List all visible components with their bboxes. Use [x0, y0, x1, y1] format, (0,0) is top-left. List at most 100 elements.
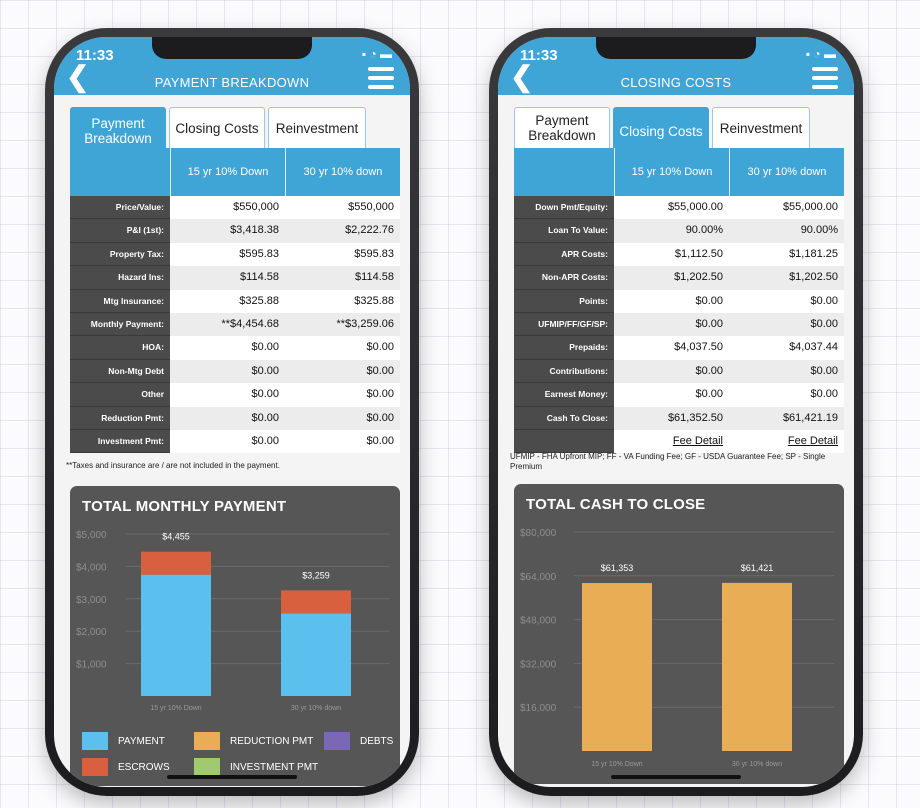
row-label: Non-APR Costs:: [514, 266, 614, 290]
row-label: Contributions:: [514, 359, 614, 384]
back-chevron-icon[interactable]: ❮: [510, 61, 534, 92]
notch: [596, 37, 756, 59]
hamburger-menu-icon[interactable]: [812, 67, 838, 89]
row-value: $55,000.00: [729, 196, 844, 220]
tab-payment-breakdown[interactable]: Payment Breakdown: [70, 107, 166, 155]
row-value: $0.00: [729, 289, 844, 313]
table-body: Down Pmt/Equity: $55,000.00 $55,000.00 Loa…: [514, 196, 844, 454]
y-tick-label: $2,000: [76, 627, 107, 638]
row-value: $325.88: [170, 289, 285, 313]
x-tick-label: 30 yr 10% down: [732, 761, 782, 768]
hamburger-menu-icon[interactable]: [368, 67, 394, 89]
row-label: Cash To Close:: [514, 406, 614, 430]
tab-payment-breakdown[interactable]: Payment Breakdown: [514, 107, 610, 149]
legend-label: REDUCTION PMT: [230, 735, 314, 747]
legend-label: INVESTMENT PMT: [230, 761, 319, 773]
row-value: $595.83: [285, 242, 400, 267]
row-value: $595.83: [170, 242, 285, 267]
table-row: Loan To Value: 90.00% 90.00%: [514, 219, 844, 243]
table-body: Price/Value: $550,000 $550,000 P&I (1st): $…: [70, 196, 400, 454]
status-icons: ▪ ◔ ▬: [361, 47, 392, 61]
status-time: 11:33: [520, 47, 558, 64]
row-value: 90.00%: [729, 219, 844, 243]
table-row: Earnest Money: $0.00 $0.00: [514, 383, 844, 407]
row-label: Loan To Value:: [514, 219, 614, 243]
row-value: $61,421.19: [729, 406, 844, 430]
table-row: Reduction Pmt: $0.00 $0.00: [70, 406, 400, 430]
table-row: Down Pmt/Equity: $55,000.00 $55,000.00: [514, 196, 844, 220]
tab-closing-costs[interactable]: Closing Costs: [613, 107, 709, 155]
cash-to-close-chart: $80,000 $64,000 $48,000 $32,000 $16,000 $61,3…: [520, 528, 834, 768]
tab-reinvestment[interactable]: Reinvestment: [268, 107, 366, 149]
footnote: **Taxes and insurance are / are not incl…: [66, 461, 280, 470]
row-label: Monthly Payment:: [70, 312, 170, 337]
bar: [582, 583, 652, 751]
row-label: Price/Value:: [70, 196, 170, 220]
table-row: Contributions: $0.00 $0.00: [514, 359, 844, 384]
table-row: Price/Value: $550,000 $550,000: [70, 196, 400, 220]
fee-detail-link[interactable]: Fee Detail: [614, 429, 729, 454]
home-indicator[interactable]: [167, 775, 297, 779]
row-value: $550,000: [285, 196, 400, 220]
legend-item-reduction-pmt: REDUCTION PMT: [194, 732, 313, 750]
row-value: $114.58: [170, 266, 285, 290]
phone-left: 11:33 ▪ ◔ ▬ ❮ PAYMENT BREAKDOWN Payment …: [45, 28, 419, 796]
tab-reinvestment[interactable]: Reinvestment: [712, 107, 810, 149]
y-tick-label: $16,000: [520, 703, 557, 714]
tab-bar: Payment Breakdown Closing Costs Reinvest…: [514, 107, 854, 155]
home-indicator[interactable]: [611, 775, 741, 779]
row-value: $0.00: [285, 429, 400, 454]
screen-payment-breakdown: 11:33 ▪ ◔ ▬ ❮ PAYMENT BREAKDOWN Payment …: [54, 37, 410, 787]
y-tick-label: $64,000: [520, 572, 557, 583]
row-value: $1,181.25: [729, 242, 844, 267]
monthly-payment-chart: $5,000 $4,000 $3,000 $2,000 $1,000 $4,455 15 y…: [76, 530, 390, 712]
table-row: Hazard Ins: $114.58 $114.58: [70, 266, 400, 290]
status-icons: ▪ ◔ ▬: [805, 47, 836, 61]
table-corner: [514, 148, 614, 196]
row-label: Property Tax:: [70, 242, 170, 267]
legend-item-escrows: ESCROWS: [82, 758, 170, 776]
payment-table: 15 yr 10% Down 30 yr 10% down Price/Valu…: [70, 148, 400, 454]
table-row: Investment Pmt: $0.00 $0.00: [70, 429, 400, 454]
page-title: PAYMENT BREAKDOWN: [154, 75, 310, 90]
table-row: Non-APR Costs: $1,202.50 $1,202.50: [514, 266, 844, 290]
row-label: Investment Pmt:: [70, 429, 170, 454]
x-tick-label: 30 yr 10% down: [291, 705, 341, 712]
table-row: Fee Detail Fee Detail: [514, 429, 844, 454]
legend-label: DEBTS: [360, 735, 394, 747]
legend-swatch: [324, 732, 350, 750]
back-chevron-icon[interactable]: ❮: [66, 61, 90, 92]
bar-total-label: $4,455: [162, 532, 190, 542]
bar-segment: [281, 590, 351, 614]
x-tick-label: 15 yr 10% Down: [591, 761, 642, 768]
row-value: $0.00: [614, 359, 729, 384]
row-value: $0.00: [170, 383, 285, 407]
legend-item-investment-pmt: INVESTMENT PMT: [194, 758, 318, 776]
y-tick-label: $32,000: [520, 659, 557, 670]
table-row: Other $0.00 $0.00: [70, 383, 400, 407]
row-value: $0.00: [729, 359, 844, 384]
closing-costs-table: 15 yr 10% Down 30 yr 10% down Down Pmt/E…: [514, 148, 844, 454]
table-row: Non-Mtg Debt $0.00 $0.00: [70, 359, 400, 384]
fee-detail-link[interactable]: Fee Detail: [729, 429, 844, 454]
row-value: $325.88: [285, 289, 400, 313]
row-value: **$4,454.68: [170, 312, 285, 337]
row-value: $0.00: [614, 312, 729, 337]
tab-bar: Payment Breakdown Closing Costs Reinvest…: [70, 107, 410, 155]
row-label: Mtg Insurance:: [70, 289, 170, 313]
row-value: $0.00: [285, 406, 400, 430]
row-label: Hazard Ins:: [70, 266, 170, 290]
row-value: **$3,259.06: [285, 312, 400, 337]
table-row: Points: $0.00 $0.00: [514, 289, 844, 313]
row-value: $1,112.50: [614, 242, 729, 267]
screen-closing-costs: 11:33 ▪ ◔ ▬ ❮ CLOSING COSTS Payment Brea…: [498, 37, 854, 787]
chart-card-monthly-payment: TOTAL MONTHLY PAYMENT $5,000 $4,000 $3,000…: [70, 486, 400, 786]
row-label: UFMIP/FF/GF/SP:: [514, 312, 614, 337]
tab-closing-costs[interactable]: Closing Costs: [169, 107, 265, 149]
row-value: $4,037.50: [614, 336, 729, 360]
row-value: $0.00: [614, 383, 729, 407]
chart-title: TOTAL MONTHLY PAYMENT: [82, 498, 287, 515]
row-value: $0.00: [170, 359, 285, 384]
table-row: APR Costs: $1,112.50 $1,181.25: [514, 242, 844, 267]
legend-swatch: [82, 732, 108, 750]
